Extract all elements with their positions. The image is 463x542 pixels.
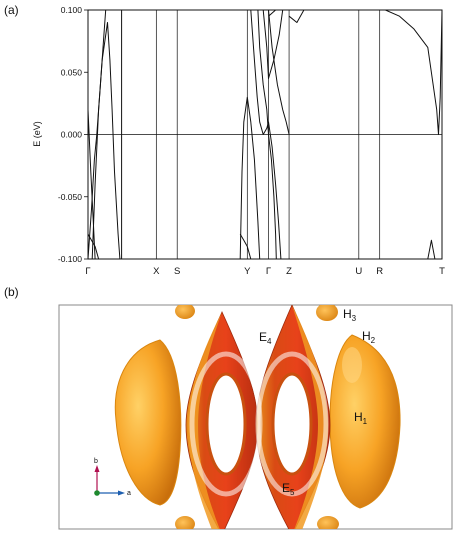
band-line <box>88 109 96 259</box>
k-point-label: Z <box>286 266 292 277</box>
fermi-surface <box>114 305 401 529</box>
hole-pocket-right-highlight <box>342 347 362 383</box>
y-ticks: 0.100 0.050 0.000 -0.050 -0.100 <box>58 5 88 264</box>
band-line <box>385 10 442 135</box>
band-lines <box>88 10 442 259</box>
y-tick-label: 0.000 <box>61 130 83 140</box>
electron-hole-right <box>271 372 313 476</box>
k-point-label: T <box>439 266 445 277</box>
k-point-label: X <box>153 266 160 277</box>
k-point-label: Γ <box>85 266 90 277</box>
band-line <box>288 10 305 23</box>
band-line <box>91 22 121 259</box>
band-line <box>239 233 252 259</box>
y-tick-label: 0.100 <box>61 5 83 15</box>
band-line <box>427 239 436 259</box>
k-point-label: Y <box>244 266 251 277</box>
axis-b-label: b <box>94 458 98 465</box>
electron-edge-left <box>188 312 222 529</box>
small-pocket-top-left <box>175 305 195 319</box>
panel-b-label: (b) <box>4 285 19 299</box>
k-point-label: U <box>355 266 362 277</box>
band-line <box>88 10 107 259</box>
y-tick-label: -0.050 <box>58 192 82 202</box>
band-line <box>88 233 100 259</box>
band-line <box>250 10 282 259</box>
panel-a-label: (a) <box>4 3 19 17</box>
small-pocket-bottom-left <box>175 516 195 529</box>
axis-a-label: a <box>127 490 131 497</box>
band-line <box>268 10 290 135</box>
y-axis-label: E (eV) <box>32 121 42 147</box>
band-line <box>239 96 261 259</box>
y-tick-label: 0.050 <box>61 67 83 77</box>
plot-frame <box>87 9 443 260</box>
band-line <box>257 10 277 259</box>
electron-shell-right <box>255 351 329 497</box>
small-pocket-top-right <box>316 305 338 321</box>
band-line <box>268 10 276 17</box>
electron-hole-left <box>205 372 247 476</box>
y-tick-label: -0.100 <box>58 254 82 264</box>
small-pocket-bottom-right <box>317 516 339 529</box>
hole-pocket-left <box>114 339 182 506</box>
k-point-label: S <box>174 266 180 277</box>
band-line <box>262 10 284 79</box>
k-point-label: R <box>376 266 383 277</box>
k-point-label: Γ <box>266 266 271 277</box>
crystal-axes: b a <box>94 458 131 497</box>
